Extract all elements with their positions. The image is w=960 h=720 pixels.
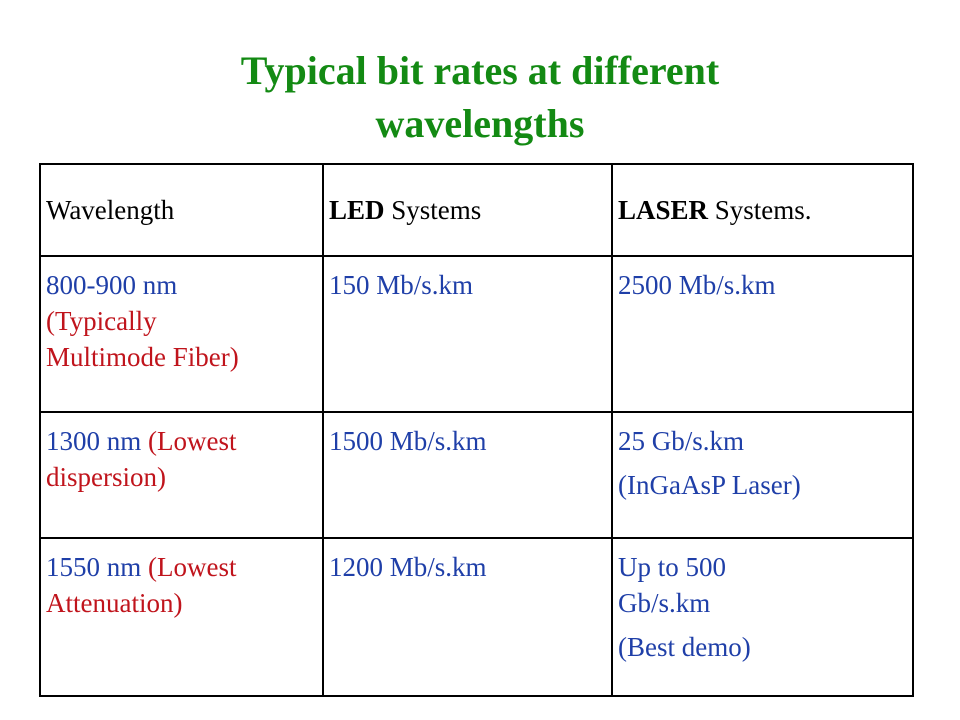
wavelength-note: dispersion) — [46, 462, 166, 492]
cell-wavelength: 800-900 nm (Typically Multimode Fiber) — [39, 255, 324, 413]
bit-rate-table: Wavelength LED Systems LASER Systems. 80… — [39, 163, 914, 697]
wavelength-note: (Lowest — [141, 552, 237, 582]
table-header-row: Wavelength LED Systems LASER Systems. — [39, 163, 914, 257]
header-led-systems: LED Systems — [322, 163, 613, 257]
cell-laser: 2500 Mb/s.km — [611, 255, 914, 413]
led-bit-rate: 1200 Mb/s.km — [329, 552, 487, 582]
cell-wavelength: 1550 nm (Lowest Attenuation) — [39, 537, 324, 697]
cell-laser: Up to 500 Gb/s.km (Best demo) — [611, 537, 914, 697]
table-row: 1550 nm (Lowest Attenuation) 1200 Mb/s.k… — [39, 537, 914, 697]
laser-note: (Best demo) — [618, 632, 751, 662]
header-laser-bold: LASER — [618, 195, 709, 225]
laser-bit-rate: 25 Gb/s.km — [618, 426, 745, 456]
table-row: 800-900 nm (Typically Multimode Fiber) 1… — [39, 255, 914, 413]
cell-led: 1500 Mb/s.km — [322, 411, 613, 539]
wavelength-value: 1550 nm — [46, 552, 142, 582]
header-wavelength-label: Wavelength — [46, 195, 175, 225]
table-row: 1300 nm (Lowest dispersion) 1500 Mb/s.km… — [39, 411, 914, 539]
header-wavelength: Wavelength — [39, 163, 324, 257]
wavelength-note: (Lowest — [141, 426, 237, 456]
laser-bit-rate: Gb/s.km — [618, 588, 711, 618]
cell-led: 150 Mb/s.km — [322, 255, 613, 413]
wavelength-note: Multimode Fiber) — [46, 342, 239, 372]
header-laser-rest: Systems. — [708, 195, 812, 225]
slide-title: Typical bit rates at different wavelengt… — [0, 44, 960, 150]
cell-wavelength: 1300 nm (Lowest dispersion) — [39, 411, 324, 539]
header-led-rest: Systems — [384, 195, 482, 225]
wavelength-note: (Typically — [46, 306, 157, 336]
header-laser-systems: LASER Systems. — [611, 163, 914, 257]
slide-title-line-2: wavelengths — [375, 101, 585, 146]
led-bit-rate: 150 Mb/s.km — [329, 270, 474, 300]
cell-led: 1200 Mb/s.km — [322, 537, 613, 697]
laser-bit-rate: Up to 500 — [618, 552, 726, 582]
header-led-bold: LED — [329, 195, 385, 225]
led-bit-rate: 1500 Mb/s.km — [329, 426, 487, 456]
wavelength-value: 1300 nm — [46, 426, 142, 456]
slide-title-line-1: Typical bit rates at different — [240, 48, 720, 93]
wavelength-value: 800-900 nm — [46, 270, 178, 300]
wavelength-note: Attenuation) — [46, 588, 183, 618]
laser-bit-rate: 2500 Mb/s.km — [618, 270, 776, 300]
laser-note: (InGaAsP Laser) — [618, 470, 801, 500]
cell-laser: 25 Gb/s.km (InGaAsP Laser) — [611, 411, 914, 539]
